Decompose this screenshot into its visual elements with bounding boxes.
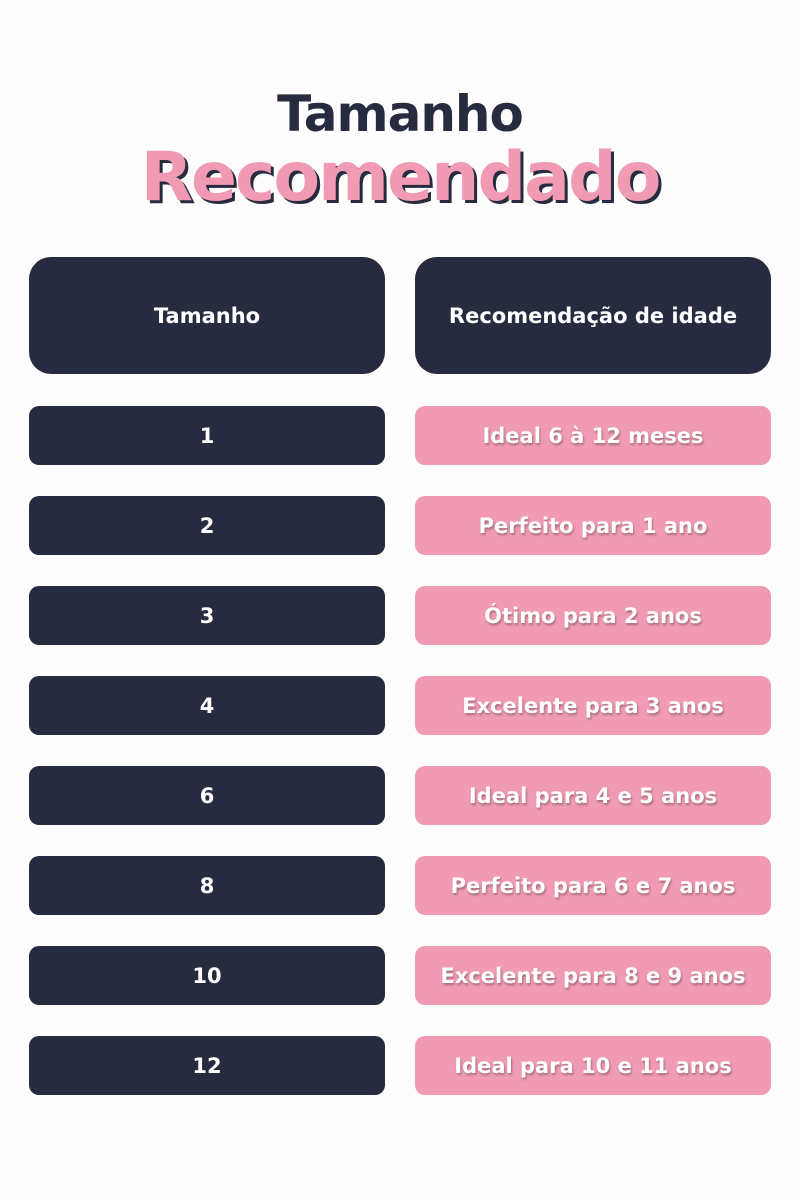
size-cell: 2 [29, 496, 385, 555]
age-cell: Excelente para 3 anos [415, 676, 771, 735]
size-cell: 6 [29, 766, 385, 825]
size-cell: 10 [29, 946, 385, 1005]
header-size: Tamanho [29, 257, 385, 374]
age-cell: Excelente para 8 e 9 anos [415, 946, 771, 1005]
title-line-2: Recomendado [140, 138, 662, 217]
age-cell: Perfeito para 1 ano [415, 496, 771, 555]
age-cell: Ideal para 4 e 5 anos [415, 766, 771, 825]
header-age-recommendation: Recomendação de idade [415, 257, 771, 374]
age-cell: Ideal para 10 e 11 anos [415, 1036, 771, 1095]
title-line-1: Tamanho [277, 85, 524, 143]
size-cell: 12 [29, 1036, 385, 1095]
age-cell: Ótimo para 2 anos [415, 586, 771, 645]
size-cell: 1 [29, 406, 385, 465]
size-cell: 4 [29, 676, 385, 735]
size-cell: 8 [29, 856, 385, 915]
size-cell: 3 [29, 586, 385, 645]
age-cell: Ideal 6 à 12 meses [415, 406, 771, 465]
age-cell: Perfeito para 6 e 7 anos [415, 856, 771, 915]
